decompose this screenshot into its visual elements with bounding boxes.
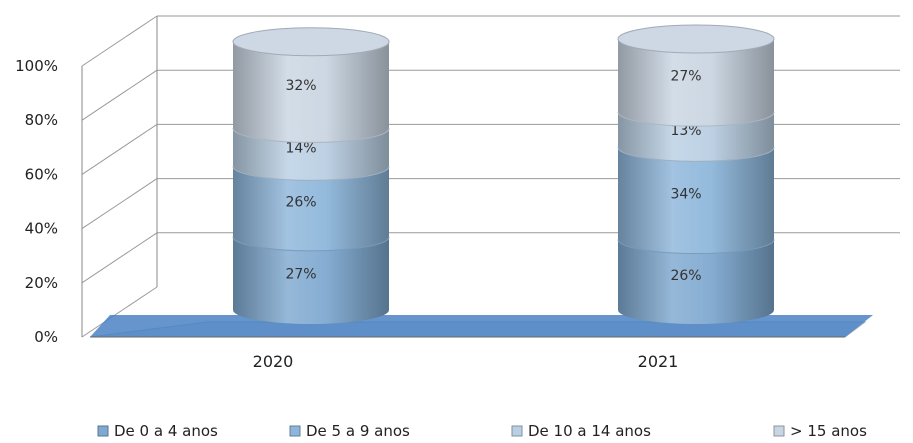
segment-seam: [232, 236, 390, 252]
gridline-diagonal: [81, 69, 158, 121]
x-category-label: 2021: [638, 352, 679, 371]
legend-item: De 10 a 14 anos: [511, 422, 651, 440]
cylinder-top-cap: [617, 24, 775, 54]
data-label: 26%: [285, 195, 316, 211]
data-label: 34%: [670, 186, 701, 202]
y-tick-label: 20%: [25, 274, 58, 292]
segment-seam: [617, 147, 775, 162]
bar-segment: [233, 236, 389, 324]
x-category-label: 2020: [253, 352, 294, 371]
gridline-diagonal: [81, 232, 158, 284]
segment-seam: [617, 112, 775, 127]
legend: De 0 a 4 anos De 5 a 9 anos De 10 a 14 ano…: [97, 422, 867, 440]
data-label: 26%: [670, 268, 701, 284]
data-label: 13%: [670, 123, 701, 139]
bar-segment: [233, 41, 389, 143]
bar-segment: [618, 239, 774, 324]
cylinder-top-cap: [232, 27, 390, 57]
legend-swatch: [289, 425, 301, 437]
y-tick-label: 60%: [25, 165, 58, 183]
legend-label: De 10 a 14 anos: [528, 422, 651, 440]
y-tick-label: 40%: [25, 220, 58, 238]
bar-segment: [233, 166, 389, 251]
legend-swatch: [511, 425, 523, 437]
bar-segment: [618, 39, 774, 127]
gridlines: [81, 15, 900, 338]
legend-label: De 0 a 4 anos: [114, 422, 218, 440]
legend-label: > 15 anos: [790, 422, 867, 440]
legend-label: De 5 a 9 anos: [306, 422, 410, 440]
segment-seam: [617, 239, 775, 255]
legend-item: > 15 anos: [773, 422, 867, 440]
y-tick-label: 0%: [34, 328, 58, 346]
y-axis-ticks: 0% 20% 40% 60% 80% 100%: [15, 57, 58, 346]
bar-segment: [233, 128, 389, 181]
data-label: 32%: [285, 78, 316, 94]
segment-seam: [232, 128, 390, 143]
legend-item: De 5 a 9 anos: [289, 422, 410, 440]
legend-swatch: [97, 425, 109, 437]
segment-seam: [232, 166, 390, 181]
data-label: 27%: [285, 266, 316, 282]
cylinder-2021: 26% 34% 13% 27%: [617, 24, 775, 324]
gridline-diagonal: [81, 15, 158, 67]
bar-segment: [618, 147, 774, 254]
y-tick-label: 100%: [15, 57, 58, 75]
data-label: 14%: [285, 140, 316, 156]
data-label: 27%: [670, 69, 701, 85]
legend-swatch: [773, 425, 785, 437]
gridline-diagonal: [81, 178, 158, 230]
gridline-diagonal: [81, 123, 158, 175]
legend-item: De 0 a 4 anos: [97, 422, 218, 440]
cylinder-2020: 27% 26% 14% 32%: [232, 27, 390, 324]
y-tick-label: 80%: [25, 111, 58, 129]
gridline-diagonal: [81, 286, 158, 338]
